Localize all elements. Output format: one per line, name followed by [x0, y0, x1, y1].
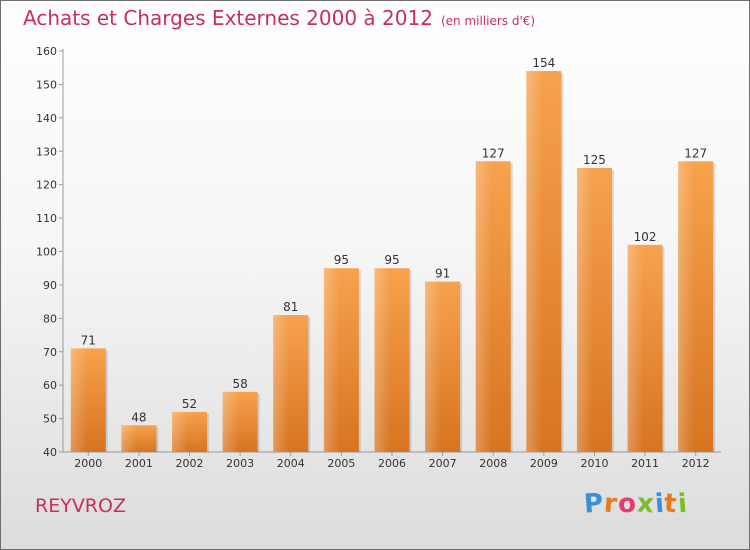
- x-tick-label: 2008: [479, 457, 507, 470]
- x-tick-label: 2009: [530, 457, 558, 470]
- data-label: 48: [131, 410, 146, 424]
- data-label: 125: [583, 153, 606, 167]
- y-tick-label: 140: [36, 112, 57, 125]
- data-label: 95: [384, 253, 399, 267]
- logo-letter: o: [616, 488, 638, 520]
- chart-title-text: Achats et Charges Externes 2000 à 2012: [23, 6, 433, 30]
- bar-highlight: [526, 71, 543, 453]
- data-label: 81: [283, 300, 298, 314]
- x-tick-label: 2007: [429, 457, 457, 470]
- y-tick-label: 60: [43, 379, 57, 392]
- bar-highlight: [273, 314, 290, 452]
- x-tick-label: 2000: [74, 457, 102, 470]
- bar-highlight: [425, 281, 441, 452]
- bar-highlight: [172, 411, 188, 452]
- data-label: 91: [435, 267, 450, 281]
- chart-bars: [70, 71, 716, 453]
- commune-name: REYVROZ: [35, 495, 126, 517]
- x-tick-label: 2004: [277, 457, 305, 470]
- y-tick-label: 50: [43, 413, 57, 426]
- logo-letter: x: [635, 488, 656, 520]
- bar-highlight: [323, 268, 340, 452]
- chart-title: Achats et Charges Externes 2000 à 2012 (e…: [23, 6, 535, 30]
- y-tick-label: 120: [36, 179, 57, 192]
- y-tick-label: 130: [36, 145, 57, 158]
- x-tick-label: 2012: [682, 457, 710, 470]
- data-label: 127: [482, 146, 505, 160]
- x-tick-label: 2010: [580, 457, 608, 470]
- y-tick-label: 100: [36, 246, 57, 259]
- x-tick-label: 2005: [327, 457, 355, 470]
- data-label: 52: [182, 397, 197, 411]
- bar-highlight: [678, 161, 694, 452]
- bar-highlight: [374, 268, 391, 452]
- data-label: 127: [684, 146, 707, 160]
- y-tick-label: 80: [43, 312, 57, 325]
- bar-highlight: [475, 161, 492, 452]
- x-tick-label: 2011: [631, 457, 659, 470]
- chart-axes: 40 50 60 70 80 90 100 110 120 130 140 150 160: [36, 45, 721, 459]
- x-tick-label: 2001: [125, 457, 153, 470]
- bar-highlight: [576, 167, 593, 453]
- bar-highlight: [70, 348, 87, 452]
- y-tick-label: 160: [36, 45, 57, 58]
- x-tick-label: 2002: [176, 457, 204, 470]
- x-tick-label: 2003: [226, 457, 254, 470]
- y-tick-label: 150: [36, 78, 57, 91]
- proxiti-logo: Proxiti: [582, 488, 689, 520]
- data-label: 102: [634, 230, 657, 244]
- chart-labels: 2000 71 2001 48 2002 52 2003 58 2004 81 2005 95 2006…: [74, 56, 709, 470]
- bar-highlight: [121, 425, 138, 452]
- data-label: 95: [334, 253, 349, 267]
- x-tick-label: 2006: [378, 457, 406, 470]
- y-tick-label: 110: [36, 212, 57, 225]
- bar-highlight: [222, 391, 239, 452]
- y-tick-label: 70: [43, 346, 57, 359]
- data-label: 71: [81, 333, 96, 347]
- data-label: 58: [233, 377, 248, 391]
- bar-highlight: [627, 244, 644, 452]
- y-tick-label: 90: [43, 279, 57, 292]
- logo-letter: P: [582, 488, 606, 520]
- logo-letter: i: [676, 488, 689, 520]
- data-label: 154: [532, 56, 555, 70]
- chart-unit: (en milliers d'€): [440, 14, 536, 28]
- y-tick-label: 40: [43, 446, 57, 459]
